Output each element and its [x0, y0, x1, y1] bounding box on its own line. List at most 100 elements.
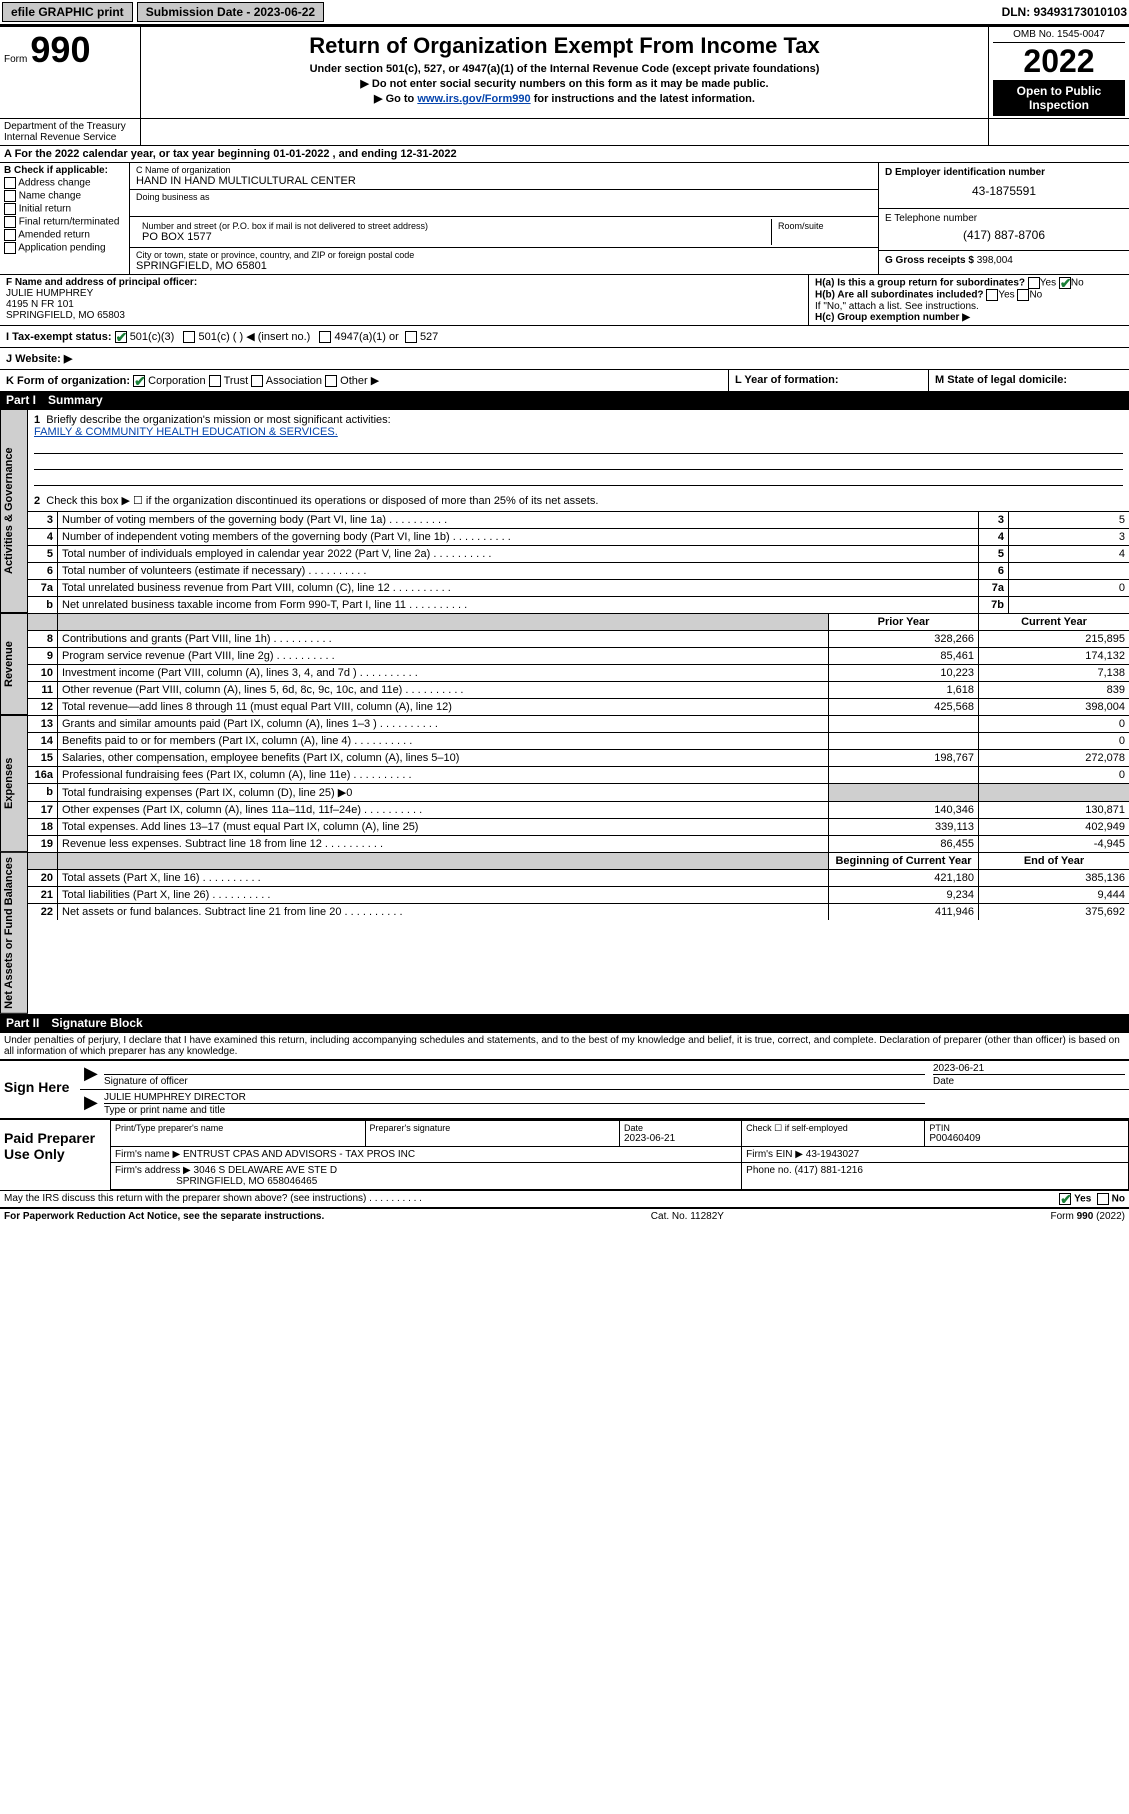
initial-return-label: Initial return — [19, 204, 71, 215]
officer-addr2: SPRINGFIELD, MO 65803 — [6, 310, 802, 321]
line17-text: Other expenses (Part IX, column (A), lin… — [58, 802, 829, 818]
form-word: Form — [4, 54, 27, 65]
other-checkbox[interactable] — [325, 375, 337, 387]
addr-change-label: Address change — [18, 178, 90, 189]
form-title: Return of Organization Exempt From Incom… — [145, 33, 984, 59]
line21-text: Total liabilities (Part X, line 26) — [58, 887, 829, 903]
line19-prior: 86,455 — [829, 836, 979, 852]
firm-ein-label: Firm's EIN ▶ — [746, 1149, 803, 1160]
line5-text: Total number of individuals employed in … — [58, 546, 979, 562]
discuss-label: May the IRS discuss this return with the… — [4, 1193, 422, 1204]
4947a1-checkbox[interactable] — [319, 331, 331, 343]
line15-text: Salaries, other compensation, employee b… — [58, 750, 829, 766]
line16b-text: Total fundraising expenses (Part IX, col… — [58, 784, 829, 801]
ha-yes-checkbox[interactable] — [1028, 277, 1040, 289]
trust-checkbox[interactable] — [209, 375, 221, 387]
period-mid: , and ending — [333, 148, 401, 160]
4947a1-label: 4947(a)(1) or — [335, 331, 399, 343]
irs-label: Internal Revenue Service — [4, 132, 136, 143]
part-2-label: Part II — [6, 1016, 39, 1030]
form-number: 990 — [30, 29, 90, 70]
app-pending-checkbox[interactable] — [4, 242, 16, 254]
name-change-checkbox[interactable] — [4, 190, 16, 202]
line18-text: Total expenses. Add lines 13–17 (must eq… — [58, 819, 829, 835]
goto-post: for instructions and the latest informat… — [531, 93, 755, 105]
efile-print-button[interactable]: efile GRAPHIC print — [2, 2, 133, 22]
ha-yes-label: Yes — [1040, 278, 1056, 289]
period-pre: A For the 2022 calendar year, or tax yea… — [4, 148, 273, 160]
line14-current: 0 — [979, 733, 1129, 749]
firm-name-label: Firm's name ▶ — [115, 1149, 180, 1160]
period-begin: 01-01-2022 — [273, 148, 329, 160]
street-address: PO BOX 1577 — [142, 231, 765, 243]
hb-yes-checkbox[interactable] — [986, 289, 998, 301]
initial-return-checkbox[interactable] — [4, 203, 16, 215]
room-label: Room/suite — [778, 221, 866, 231]
line7a-value: 0 — [1009, 580, 1129, 596]
name-title-label: Type or print name and title — [104, 1103, 925, 1116]
line14-text: Benefits paid to or for members (Part IX… — [58, 733, 829, 749]
line16a-text: Professional fundraising fees (Part IX, … — [58, 767, 829, 783]
line22-text: Net assets or fund balances. Subtract li… — [58, 904, 829, 920]
hc-label: H(c) Group exemption number ▶ — [815, 312, 970, 323]
gross-receipts-value: 398,004 — [977, 255, 1013, 266]
discuss-no-checkbox[interactable] — [1097, 1193, 1109, 1205]
line9-current: 174,132 — [979, 648, 1129, 664]
line3-text: Number of voting members of the governin… — [58, 512, 979, 528]
line22-begin: 411,946 — [829, 904, 979, 920]
line17-current: 130,871 — [979, 802, 1129, 818]
line15-prior: 198,767 — [829, 750, 979, 766]
name-change-label: Name change — [19, 191, 81, 202]
final-return-checkbox[interactable] — [4, 216, 16, 228]
sign-here-label: Sign Here — [0, 1061, 80, 1118]
line10-current: 7,138 — [979, 665, 1129, 681]
addr-change-checkbox[interactable] — [4, 177, 16, 189]
line21-begin: 9,234 — [829, 887, 979, 903]
corp-checkbox[interactable] — [133, 375, 145, 387]
line7b-value — [1009, 597, 1129, 613]
amended-return-checkbox[interactable] — [4, 229, 16, 241]
dba-label: Doing business as — [136, 192, 872, 202]
discuss-row: May the IRS discuss this return with the… — [0, 1190, 1129, 1207]
line19-current: -4,945 — [979, 836, 1129, 852]
city-state-zip: SPRINGFIELD, MO 65801 — [136, 260, 872, 272]
firm-addr2-value: SPRINGFIELD, MO 658046465 — [176, 1176, 317, 1187]
501c-other-checkbox[interactable] — [183, 331, 195, 343]
line8-current: 215,895 — [979, 631, 1129, 647]
phone-value: (417) 887-8706 — [885, 224, 1123, 246]
line22-end: 375,692 — [979, 904, 1129, 920]
cat-number: Cat. No. 11282Y — [651, 1211, 724, 1222]
line10-text: Investment income (Part VIII, column (A)… — [58, 665, 829, 681]
line13-prior — [829, 716, 979, 732]
mission-link[interactable]: FAMILY & COMMUNITY HEALTH EDUCATION & SE… — [34, 426, 338, 438]
line15-current: 272,078 — [979, 750, 1129, 766]
line17-prior: 140,346 — [829, 802, 979, 818]
discuss-yes-label: Yes — [1074, 1194, 1091, 1205]
paid-preparer-block: Paid Preparer Use Only Print/Type prepar… — [0, 1118, 1129, 1190]
i-label: I Tax-exempt status: — [6, 331, 112, 343]
org-name: HAND IN HAND MULTICULTURAL CENTER — [136, 175, 872, 187]
omb-number: OMB No. 1545-0047 — [993, 29, 1125, 43]
paid-preparer-label: Paid Preparer Use Only — [0, 1120, 110, 1190]
discuss-yes-checkbox[interactable] — [1059, 1193, 1071, 1205]
line2-label: Check this box ▶ ☐ if the organization d… — [46, 495, 598, 507]
527-checkbox[interactable] — [405, 331, 417, 343]
prep-sig-label: Preparer's signature — [370, 1123, 616, 1133]
501c3-checkbox[interactable] — [115, 331, 127, 343]
line16a-prior — [829, 767, 979, 783]
assoc-checkbox[interactable] — [251, 375, 263, 387]
assoc-label: Association — [266, 375, 322, 387]
part-1-header: Part I Summary — [0, 391, 1129, 409]
goto-line: ▶ Go to www.irs.gov/Form990 for instruct… — [145, 92, 984, 105]
irs-link[interactable]: www.irs.gov/Form990 — [417, 93, 530, 105]
ha-no-checkbox[interactable] — [1059, 277, 1071, 289]
sig-officer-label: Signature of officer — [104, 1074, 925, 1087]
line1-label: Briefly describe the organization's miss… — [46, 414, 390, 426]
submission-date-button[interactable]: Submission Date - 2023-06-22 — [137, 2, 324, 22]
hb-no-checkbox[interactable] — [1017, 289, 1029, 301]
pra-notice: For Paperwork Reduction Act Notice, see … — [4, 1211, 324, 1222]
entity-block: B Check if applicable: Address change Na… — [0, 162, 1129, 274]
dept-treasury: Department of the Treasury — [4, 121, 136, 132]
sig-date-value: 2023-06-21 — [933, 1063, 1125, 1074]
line5-value: 4 — [1009, 546, 1129, 562]
